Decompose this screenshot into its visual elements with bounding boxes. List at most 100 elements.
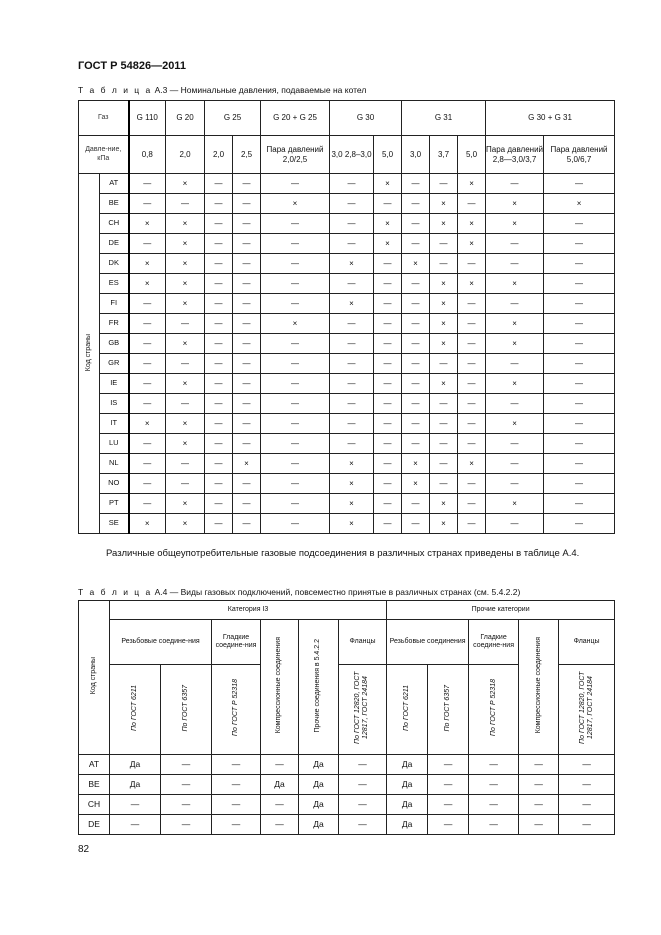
cell: — bbox=[543, 513, 616, 534]
cell: — bbox=[427, 774, 470, 796]
cell: — bbox=[457, 353, 487, 374]
cell: — bbox=[260, 493, 331, 514]
cell: × bbox=[457, 453, 487, 474]
country-code: CH bbox=[98, 213, 130, 234]
cell: — bbox=[457, 333, 487, 354]
standard-header: По ГОСТ 6357 bbox=[160, 663, 212, 756]
cell: × bbox=[485, 333, 545, 354]
cell: — bbox=[457, 513, 487, 534]
cell: — bbox=[260, 413, 331, 434]
cell: Да bbox=[109, 754, 161, 776]
cell: Да bbox=[386, 814, 429, 836]
smooth-header: Гладкие соедине-ния bbox=[468, 619, 520, 665]
gas-header: G 110 bbox=[128, 100, 167, 136]
country-code-header: Код страны bbox=[78, 599, 110, 756]
country-code: FI bbox=[98, 293, 130, 314]
cell: Да bbox=[386, 774, 429, 796]
compression-header: Компрессионные соединения bbox=[260, 618, 299, 756]
cell: — bbox=[429, 233, 459, 254]
document-header: ГОСТ Р 54826—2011 bbox=[78, 60, 186, 72]
caption-text: А.3 — Номинальные давления, подаваемые н… bbox=[154, 85, 367, 95]
cell: — bbox=[373, 473, 403, 494]
gas-header: G 25 bbox=[204, 100, 262, 136]
cell: — bbox=[204, 433, 234, 454]
threaded-header: Резьбовые соединения bbox=[386, 619, 470, 665]
cell: — bbox=[468, 774, 520, 796]
cell: — bbox=[165, 313, 206, 334]
table-row: AT Да — — — Да — Да — — — — bbox=[78, 754, 616, 776]
table-row: CH × × — — — — × — × × × — bbox=[79, 213, 616, 234]
cell: — bbox=[128, 433, 167, 454]
cell: × bbox=[485, 493, 545, 514]
other-categories-header: Прочие категории bbox=[386, 600, 616, 620]
cell: — bbox=[543, 293, 616, 314]
cell: — bbox=[329, 393, 375, 414]
pressure-header: Пара давлений 2,0/2,5 bbox=[260, 135, 331, 174]
country-code: AT bbox=[98, 173, 130, 194]
cell: — bbox=[427, 814, 470, 836]
cell: — bbox=[232, 273, 262, 294]
country-code: ES bbox=[98, 273, 130, 294]
pressure-header: 5,0 bbox=[373, 135, 403, 174]
cell: — bbox=[260, 253, 331, 274]
cell: — bbox=[204, 513, 234, 534]
cell: — bbox=[457, 253, 487, 274]
table-row: DE — × — — — — × — — × — — bbox=[79, 233, 616, 254]
cell: × bbox=[165, 373, 206, 394]
cell: — bbox=[401, 173, 431, 194]
cell: — bbox=[457, 473, 487, 494]
table-row: SE × × — — — × — — × — — — bbox=[79, 513, 616, 534]
cell: — bbox=[204, 353, 234, 374]
cell: — bbox=[457, 393, 487, 414]
cell: × bbox=[329, 473, 375, 494]
table-row: ES × × — — — — — — × × × — bbox=[79, 273, 616, 294]
table-a3: Газ G 110 G 20 G 25 G 20 + G 25 G 30 G 3… bbox=[77, 100, 616, 534]
cell: — bbox=[401, 333, 431, 354]
table-row: FR — — — — × — — — × — × — bbox=[79, 313, 616, 334]
pressure-header: 3,0 bbox=[401, 135, 431, 174]
country-code: SE bbox=[98, 513, 130, 534]
pressure-header: 2,5 bbox=[232, 135, 262, 174]
cell: — bbox=[457, 193, 487, 214]
cell: — bbox=[429, 473, 459, 494]
cell: × bbox=[260, 193, 331, 214]
cell: × bbox=[329, 493, 375, 514]
cell: — bbox=[128, 173, 167, 194]
cell: — bbox=[329, 173, 375, 194]
cell: × bbox=[373, 213, 403, 234]
cell: — bbox=[429, 353, 459, 374]
cell: Да bbox=[260, 774, 299, 796]
cell: × bbox=[429, 193, 459, 214]
gas-header: G 20 + G 25 bbox=[260, 100, 331, 136]
cell: — bbox=[128, 353, 167, 374]
cell: × bbox=[165, 333, 206, 354]
cell: — bbox=[558, 754, 616, 776]
country-code: DE bbox=[78, 814, 110, 836]
cell: — bbox=[543, 273, 616, 294]
country-code: NL bbox=[98, 453, 130, 474]
cell: — bbox=[401, 493, 431, 514]
country-code: BE bbox=[78, 774, 110, 796]
cell: — bbox=[260, 433, 331, 454]
cell: — bbox=[558, 814, 616, 836]
cell: — bbox=[373, 513, 403, 534]
cell: — bbox=[543, 173, 616, 194]
gas-header: G 31 bbox=[401, 100, 487, 136]
cell: × bbox=[485, 373, 545, 394]
cell: — bbox=[232, 193, 262, 214]
cell: × bbox=[457, 233, 487, 254]
cell: — bbox=[204, 293, 234, 314]
cell: — bbox=[204, 213, 234, 234]
country-code: NO bbox=[98, 473, 130, 494]
cell: — bbox=[128, 193, 167, 214]
standard-header: По ГОСТ 6211 bbox=[109, 663, 161, 756]
cell: Да bbox=[298, 814, 339, 836]
cell: — bbox=[211, 794, 261, 816]
pressure-header: 3,7 bbox=[429, 135, 459, 174]
cell: × bbox=[165, 293, 206, 314]
cell: — bbox=[485, 233, 545, 254]
cell: — bbox=[485, 513, 545, 534]
cell: — bbox=[165, 193, 206, 214]
cell: × bbox=[429, 513, 459, 534]
cell: — bbox=[128, 333, 167, 354]
